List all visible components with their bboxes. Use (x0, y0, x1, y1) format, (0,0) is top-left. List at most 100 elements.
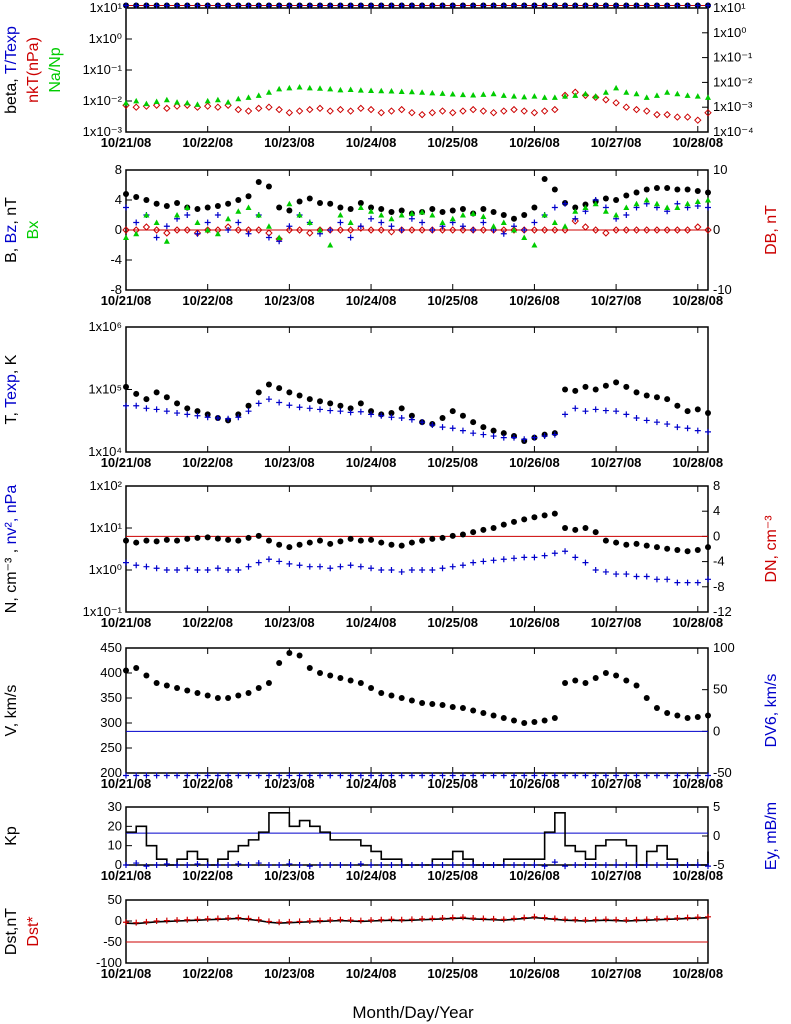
data-point (163, 772, 170, 779)
data-point (419, 567, 426, 573)
data-point (174, 862, 181, 868)
data-point (613, 197, 620, 203)
data-point (521, 516, 528, 523)
data-point (551, 2, 558, 9)
data-point (622, 103, 631, 111)
y-tick-label: 450 (100, 640, 122, 655)
data-point (286, 861, 293, 868)
data-point (459, 412, 466, 419)
data-point (449, 772, 456, 779)
data-point (194, 772, 201, 779)
data-point (582, 680, 589, 686)
data-point (255, 389, 262, 396)
data-point (643, 197, 650, 203)
data-point (408, 416, 415, 423)
data-point (623, 862, 630, 868)
data-point (153, 389, 160, 396)
data-point (408, 108, 416, 117)
data-point (653, 576, 660, 583)
data-point (296, 198, 303, 205)
y2-tick-label: 5 (713, 799, 720, 814)
y-tick-label: 250 (100, 740, 122, 755)
data-point (613, 916, 620, 923)
data-point (336, 226, 345, 234)
data-point (470, 559, 477, 566)
data-point (388, 567, 395, 573)
x-tick-label: 10/21/08 (101, 615, 152, 630)
data-point (541, 433, 548, 440)
data-point (184, 565, 191, 572)
data-point (664, 862, 671, 868)
panel-velocity: 10/21/08 10/22/08 10/23/08 10/24/08 10/25/08… (100, 640, 734, 791)
data-point (184, 2, 191, 9)
data-point (511, 215, 517, 222)
data-point (500, 219, 507, 225)
data-point (592, 529, 599, 536)
data-point (265, 103, 273, 111)
data-point (357, 917, 364, 924)
data-point (562, 386, 569, 393)
data-point (235, 95, 242, 102)
x-tick-label: 10/28/08 (672, 455, 723, 470)
x-tick-label: 10/23/08 (264, 135, 315, 150)
data-point (295, 226, 304, 234)
series-line (126, 812, 709, 866)
data-point (153, 2, 160, 9)
data-point (357, 680, 364, 686)
data-point (235, 414, 242, 421)
data-point (183, 226, 191, 234)
data-point (449, 704, 456, 710)
data-point (286, 772, 293, 779)
data-point (705, 189, 711, 196)
data-point (521, 772, 528, 779)
y-axis-label-magnetic-field-0-part-1: Bz (3, 225, 20, 244)
data-point (123, 99, 129, 106)
data-point (296, 212, 303, 218)
data-point (286, 2, 293, 9)
data-point (419, 219, 426, 226)
data-point (317, 537, 323, 544)
data-point (346, 107, 355, 115)
data-point (633, 200, 640, 207)
data-point (408, 2, 415, 9)
data-point (643, 2, 650, 9)
data-point (623, 541, 630, 548)
x-tick-label: 10/27/08 (591, 615, 642, 630)
data-point (705, 544, 711, 551)
data-point (705, 2, 711, 9)
data-point (265, 183, 272, 190)
data-point (551, 431, 558, 438)
data-point (286, 650, 293, 656)
data-point (225, 862, 232, 868)
data-point (357, 224, 365, 232)
data-point (449, 2, 456, 9)
data-point (296, 541, 303, 548)
data-point (470, 92, 477, 98)
series-1 (123, 2, 711, 9)
data-point (479, 107, 488, 115)
data-point (694, 546, 701, 553)
x-tick-label: 10/28/08 (672, 776, 723, 791)
data-point (163, 203, 170, 209)
data-point (204, 227, 211, 233)
data-point (214, 203, 221, 209)
data-point (449, 408, 456, 415)
data-point (480, 2, 487, 9)
data-point (674, 90, 681, 97)
data-point (439, 862, 446, 868)
data-point (419, 862, 426, 868)
data-point (490, 433, 497, 440)
data-point (184, 862, 191, 868)
data-point (234, 105, 243, 114)
series-0 (125, 916, 709, 925)
data-point (613, 84, 620, 91)
data-point (225, 227, 232, 233)
data-point (398, 542, 405, 549)
data-point (470, 227, 477, 233)
data-point (664, 2, 671, 9)
series-right-1 (123, 84, 711, 107)
data-point (521, 93, 528, 100)
data-point (500, 2, 507, 9)
y-tick-label: 1x10⁻² (83, 93, 123, 108)
y-tick-label: 1x10⁻³ (83, 124, 123, 139)
